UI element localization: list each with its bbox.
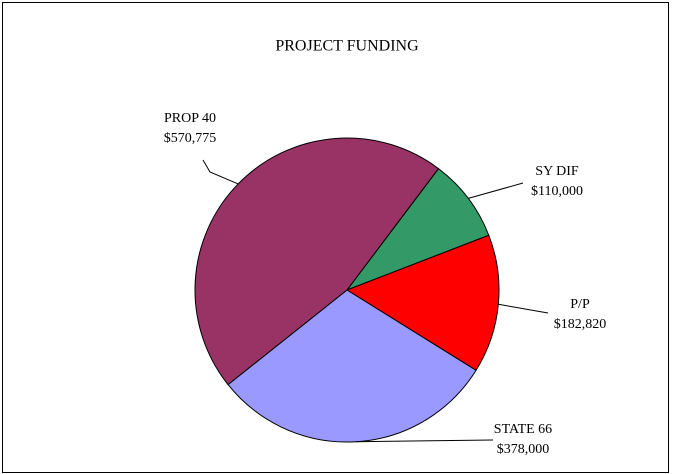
pie-slice [345,167,490,292]
value-label: $378,000 [497,442,550,457]
leader-line [202,159,239,185]
slice-label: P/P [570,297,590,312]
pie-slice [345,234,500,372]
slice-label: SY DIF [535,164,579,179]
pie-slice [227,289,477,443]
slice-label: PROP 40 [164,111,216,126]
chart-title: PROJECT FUNDING [275,38,419,55]
value-label: $570,775 [164,131,217,146]
pie-slice [194,137,440,386]
value-label: $182,820 [554,317,607,332]
value-label: $110,000 [531,184,583,199]
leader-line [498,303,549,314]
leader-line [468,182,524,199]
slice-label: STATE 66 [494,422,552,437]
leader-line [355,439,494,443]
